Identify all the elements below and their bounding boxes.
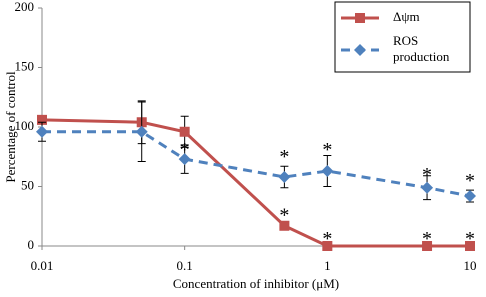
series bbox=[36, 101, 476, 203]
annotation: * bbox=[322, 139, 332, 161]
marker bbox=[37, 114, 47, 125]
annotation: * bbox=[422, 164, 432, 186]
x-tick-label: 1 bbox=[324, 258, 331, 273]
marker bbox=[36, 125, 48, 138]
y-axis-label: Percentage of control bbox=[3, 71, 18, 183]
marker bbox=[321, 165, 334, 178]
legend-label: ROS production bbox=[393, 33, 450, 64]
y-tick-label: 50 bbox=[21, 177, 34, 192]
legend-marker bbox=[355, 13, 365, 23]
marker bbox=[421, 181, 434, 194]
legend-label: Δψm bbox=[393, 9, 420, 24]
series-line bbox=[41, 118, 470, 248]
legend-marker bbox=[354, 44, 366, 56]
annotation: * bbox=[322, 228, 332, 250]
annotation: * bbox=[279, 146, 289, 168]
marker bbox=[179, 126, 190, 137]
annotation: * bbox=[465, 170, 475, 192]
x-tick-label: 10 bbox=[464, 258, 477, 273]
x-axis-label: Concentration of inhibitor (μM) bbox=[173, 276, 339, 291]
annotation: * bbox=[465, 228, 475, 250]
y-tick-label: 150 bbox=[15, 58, 35, 73]
marker bbox=[178, 153, 191, 166]
series bbox=[37, 100, 475, 251]
y-tick-label: 100 bbox=[15, 118, 35, 133]
marker bbox=[464, 190, 476, 203]
annotation: * bbox=[422, 228, 432, 250]
annotation: * bbox=[180, 139, 190, 161]
x-tick-label: 0.1 bbox=[177, 258, 193, 273]
marker bbox=[422, 241, 433, 251]
y-tick-label: 200 bbox=[15, 0, 35, 14]
marker bbox=[135, 125, 148, 138]
x-tick-label: 0.01 bbox=[31, 258, 54, 273]
series-line bbox=[42, 130, 471, 198]
y-tick-label: 0 bbox=[28, 237, 35, 252]
marker bbox=[278, 170, 291, 183]
annotation: * bbox=[279, 204, 289, 226]
marker bbox=[322, 241, 333, 251]
marker bbox=[279, 220, 290, 231]
legend: Δψm ROS production bbox=[334, 1, 471, 73]
marker bbox=[465, 241, 475, 251]
